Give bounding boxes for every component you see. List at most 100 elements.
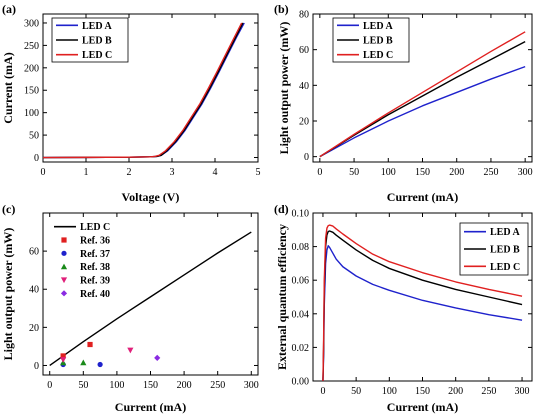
series-line-led-c: [319, 31, 526, 158]
y-axis-label: Light output power (mW): [1, 228, 15, 361]
legend: LED A LED B LED C: [332, 17, 410, 63]
data-point-ref-40: [154, 354, 161, 361]
legend-label: LED B: [490, 245, 520, 256]
x-tick-label: 250: [210, 380, 225, 391]
y-tick-label: 0: [304, 152, 309, 163]
x-tick-label: 0: [317, 167, 322, 178]
x-tick-label: 300: [244, 380, 259, 391]
legend-label: Ref. 39: [80, 276, 110, 287]
y-tick-label: 60: [29, 247, 39, 258]
x-tick-label: 200: [448, 386, 463, 397]
panel-label: (b): [274, 2, 289, 16]
data-point-ref-39: [60, 357, 67, 363]
x-tick-label: 1: [84, 167, 89, 178]
y-tick-label: 250: [24, 41, 39, 52]
legend-label: LED A: [490, 227, 521, 238]
plot-frame: [42, 13, 259, 163]
y-tick-label: 50: [29, 131, 39, 142]
legend: LED A LED B LED C: [459, 222, 529, 276]
series-line-led-c: [49, 231, 252, 367]
legend-label: Ref. 36: [80, 236, 110, 247]
y-tick-label: 0: [34, 361, 39, 372]
x-tick-label: 150: [415, 167, 430, 178]
chart-panel-4: (d) 0 50 100 150 200 250 300 0.00 0.02 0.04 0.06 0.0…: [274, 202, 533, 414]
legend-label: LED C: [363, 50, 393, 61]
legend: LED C Ref. 36 Ref. 37 Ref. 38 Ref. 39 Ref. 40: [50, 220, 126, 300]
x-tick-label: 50: [78, 380, 88, 391]
panel-label: (c): [2, 202, 15, 216]
y-tick-label: 40: [299, 81, 309, 92]
data-point-ref-39: [127, 347, 134, 354]
x-tick-label: 200: [449, 167, 464, 178]
y-tick-label: 0.10: [292, 209, 310, 220]
y-tick-label: 40: [29, 285, 39, 296]
legend-marker: [61, 250, 67, 256]
x-tick-label: 0: [47, 380, 52, 391]
panel-label: (d): [274, 202, 289, 216]
x-tick-label: 50: [351, 386, 361, 397]
x-tick-label: 300: [515, 386, 530, 397]
y-tick-label: 80: [299, 10, 309, 21]
y-tick-label: 200: [24, 63, 39, 74]
x-tick-label: 100: [109, 380, 124, 391]
x-tick-label: 150: [143, 380, 158, 391]
plot-area: [43, 22, 245, 159]
legend-marker: [60, 263, 68, 270]
y-tick-label: 0.04: [292, 309, 310, 320]
series-line-led-c: [322, 224, 523, 381]
chart-panel-3: (c) 0 50 100 150 200 250 300 0 20 40 60 Current (mA)…: [1, 202, 259, 414]
x-axis-label: Current (mA): [387, 190, 458, 204]
y-tick-label: 20: [299, 116, 309, 127]
legend-label: LED A: [82, 21, 113, 32]
x-tick-label: 3: [170, 167, 175, 178]
legend-label: LED A: [363, 21, 394, 32]
legend-label: LED B: [363, 36, 393, 47]
plot-area: [322, 224, 523, 381]
x-tick-label: 300: [518, 167, 533, 178]
data-point-ref-37: [97, 361, 103, 368]
y-axis-label: External quantum efficiency: [275, 224, 289, 370]
x-tick-label: 0: [320, 386, 325, 397]
data-point-ref-38: [80, 359, 87, 366]
data-point-ref-36: [60, 353, 66, 359]
y-axis-label: Light output power (mW): [277, 22, 291, 155]
y-tick-label: 60: [299, 45, 309, 56]
y-tick-label: 300: [24, 18, 39, 29]
plot-area: [49, 231, 252, 368]
x-axis-label: Voltage (V): [122, 190, 180, 204]
x-axis-label: Current (mA): [387, 400, 458, 414]
x-tick-label: 5: [256, 167, 261, 178]
legend-label: Ref. 38: [80, 262, 110, 273]
x-tick-label: 100: [382, 386, 397, 397]
panel-label: (a): [2, 2, 16, 16]
x-tick-label: 50: [349, 167, 359, 178]
series-line-led-a: [319, 65, 526, 158]
legend: LED A LED B LED C: [51, 17, 129, 63]
y-tick-label: 0.02: [292, 343, 310, 354]
legend-box: [50, 220, 126, 300]
legend-label: LED C: [82, 50, 112, 61]
y-tick-label: 100: [24, 108, 39, 119]
x-tick-label: 250: [481, 386, 496, 397]
legend-label: LED C: [490, 262, 520, 273]
x-tick-label: 0: [41, 167, 46, 178]
legend-marker: [61, 237, 67, 243]
legend-marker: [60, 290, 68, 297]
x-tick-label: 100: [381, 167, 396, 178]
series-line-led-c: [43, 22, 243, 159]
y-tick-label: 0.08: [292, 242, 310, 253]
x-tick-label: 250: [483, 167, 498, 178]
y-tick-label: 0.00: [292, 377, 310, 388]
series-line-led-b: [319, 41, 526, 158]
x-tick-label: 4: [213, 167, 218, 178]
chart-panel-2: (b) 0 50 100 150 200 250 300 0 20 40 60 80 Current (m…: [274, 2, 533, 204]
legend-label: LED B: [82, 36, 112, 47]
legend-label: Ref. 40: [80, 289, 110, 300]
y-axis-label: Current (mA): [1, 52, 15, 123]
legend-marker: [60, 277, 68, 284]
plot-area: [319, 31, 526, 158]
legend-label: LED C: [80, 222, 110, 233]
y-tick-label: 0.06: [292, 276, 310, 287]
